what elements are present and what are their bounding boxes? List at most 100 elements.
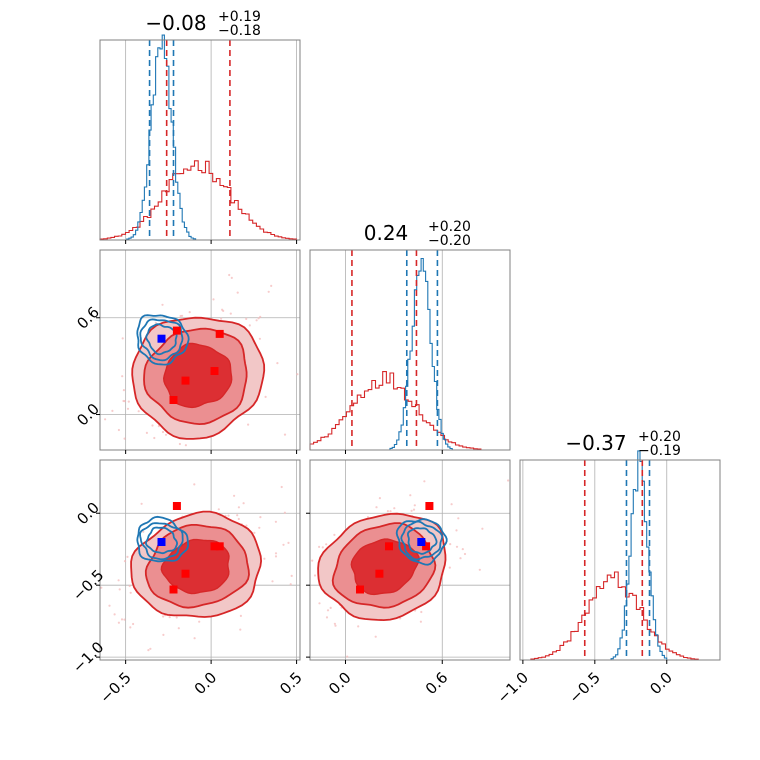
sample-point xyxy=(222,309,225,312)
sample-point xyxy=(264,395,267,398)
sample-point xyxy=(120,618,124,621)
sample-point xyxy=(313,574,317,577)
sample-point xyxy=(230,276,233,279)
sample-point xyxy=(283,511,286,514)
sample-point xyxy=(121,375,124,378)
sample-point xyxy=(420,610,423,614)
sample-point xyxy=(271,580,274,583)
sample-point xyxy=(85,613,87,615)
sample-point xyxy=(325,543,328,546)
x-tick-label: −1.0 xyxy=(494,668,532,706)
sample-point xyxy=(258,526,261,529)
sample-point xyxy=(455,529,458,532)
title-minus: −0.19 xyxy=(638,443,681,459)
red-marker xyxy=(215,542,224,551)
sample-point xyxy=(96,603,98,605)
sample-point xyxy=(140,502,143,505)
sample-point xyxy=(168,616,171,619)
sample-point xyxy=(507,479,510,482)
sample-point xyxy=(161,303,164,306)
sample-point xyxy=(126,407,130,410)
sample-point xyxy=(122,399,125,403)
sample-point xyxy=(108,604,111,607)
sample-point xyxy=(138,454,140,456)
sample-point xyxy=(290,574,293,578)
red-marker xyxy=(169,585,178,594)
sample-point xyxy=(321,546,324,549)
sample-point xyxy=(329,606,332,610)
sample-point xyxy=(123,560,127,563)
sample-point xyxy=(132,622,135,626)
blue-contour xyxy=(139,318,184,362)
sample-point xyxy=(463,552,467,556)
sample-point xyxy=(220,317,223,320)
blue-contour xyxy=(136,314,190,366)
sample-point xyxy=(247,423,250,426)
blue-marker xyxy=(417,538,426,546)
sample-point xyxy=(455,545,459,548)
red-marker xyxy=(181,569,190,578)
sample-point xyxy=(233,494,236,497)
title-minus: −0.20 xyxy=(428,233,471,249)
sample-point xyxy=(366,516,369,519)
sample-point xyxy=(137,410,140,413)
sample-point xyxy=(237,506,240,509)
red-marker xyxy=(210,542,219,551)
sample-point xyxy=(270,284,273,287)
panel-title: −0.08 xyxy=(145,11,206,35)
y-tick-label: 0.6 xyxy=(73,303,103,333)
sample-point xyxy=(198,620,201,623)
sample-point xyxy=(399,617,402,620)
sample-point xyxy=(259,315,262,318)
title-plus: +0.20 xyxy=(638,429,681,445)
blue-contour xyxy=(400,520,444,561)
sample-point xyxy=(227,514,230,517)
sample-point xyxy=(274,555,278,558)
sample-point xyxy=(123,437,126,440)
sample-point xyxy=(318,602,321,605)
sample-point xyxy=(267,290,270,293)
panel-frame xyxy=(309,459,511,661)
sample-point xyxy=(157,425,160,428)
red-marker xyxy=(215,329,224,338)
sample-point xyxy=(229,312,232,315)
sample-point xyxy=(161,430,165,434)
sample-point xyxy=(217,508,220,511)
panel-background xyxy=(520,460,720,660)
sample-point xyxy=(100,586,103,589)
sample-point xyxy=(263,557,266,560)
contour-level-1 xyxy=(162,342,233,409)
sample-point xyxy=(153,436,156,440)
sample-point xyxy=(145,431,148,434)
blue-contour xyxy=(395,518,448,566)
y-tick-label: 0.0 xyxy=(73,400,103,430)
sample-point xyxy=(147,649,150,652)
red-marker xyxy=(375,569,384,578)
red-marker xyxy=(425,502,434,510)
sample-point xyxy=(175,616,178,619)
x-tick-label: 0.6 xyxy=(422,668,452,698)
sample-point xyxy=(189,457,191,459)
red-marker xyxy=(422,542,431,551)
sample-point xyxy=(236,291,239,294)
sample-point xyxy=(242,502,245,505)
red-marker xyxy=(169,396,178,404)
sample-point xyxy=(413,504,416,507)
sample-point xyxy=(128,584,131,588)
panel-title: −0.37 xyxy=(565,431,626,455)
y-tick-label: 0.0 xyxy=(73,499,103,529)
contour-level-1 xyxy=(160,538,230,595)
sample-point xyxy=(450,503,453,506)
sample-point xyxy=(481,527,484,530)
sample-point xyxy=(129,626,132,629)
sample-point xyxy=(259,516,262,519)
sample-point xyxy=(123,618,126,621)
blue-contour xyxy=(144,526,179,555)
panel-background xyxy=(100,40,300,240)
panel-frame xyxy=(309,249,511,451)
sample-point xyxy=(113,613,116,616)
sample-point xyxy=(378,497,381,500)
sample-point xyxy=(248,324,251,327)
sample-point xyxy=(188,311,191,314)
